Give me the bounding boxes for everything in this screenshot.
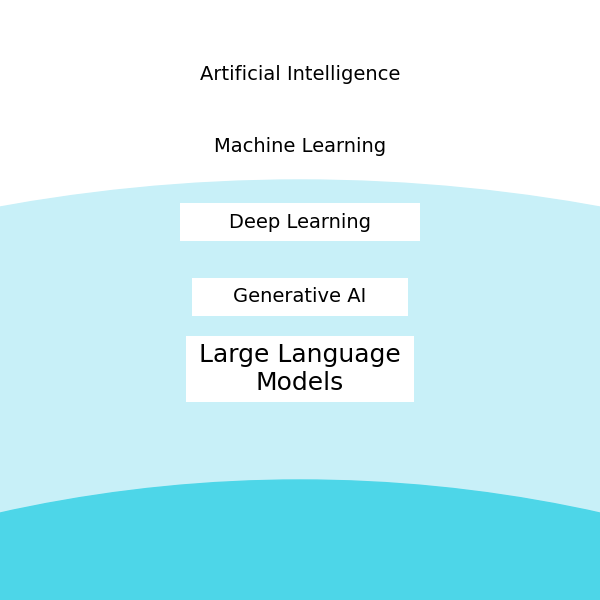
Text: Generative AI: Generative AI (233, 287, 367, 307)
Text: Machine Learning: Machine Learning (214, 137, 386, 157)
Circle shape (0, 480, 600, 600)
FancyBboxPatch shape (162, 56, 438, 94)
FancyBboxPatch shape (180, 203, 420, 241)
Circle shape (0, 180, 600, 600)
Text: Deep Learning: Deep Learning (229, 212, 371, 232)
FancyBboxPatch shape (186, 336, 414, 402)
Text: Artificial Intelligence: Artificial Intelligence (200, 65, 400, 85)
Text: Large Language
Models: Large Language Models (199, 343, 401, 395)
FancyBboxPatch shape (162, 128, 438, 166)
FancyBboxPatch shape (192, 278, 408, 316)
